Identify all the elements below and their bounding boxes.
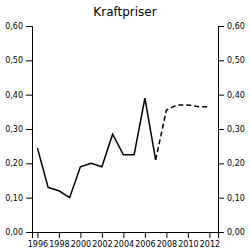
y2-axis-tick-label: 0,40 (227, 91, 245, 100)
plot: 1996199820002002200420062008201020120,00… (5, 22, 245, 249)
x-axis-tick: 2000 (71, 232, 91, 249)
x-axis-tick-label: 2012 (200, 240, 220, 249)
x-axis-tick-label: 1998 (49, 240, 69, 249)
y2-axis-tick: 0,00 (218, 228, 245, 237)
x-axis-tick-label: 1996 (28, 240, 48, 249)
y2-axis: 0,00 0,10 0,20 0,30 0,40 0,50 0,60 (218, 22, 245, 237)
y2-axis-tick: 0,50 (218, 56, 245, 65)
x-axis-tick: 1996 (28, 232, 48, 249)
y2-axis-tick-label: 0,00 (227, 228, 245, 237)
x-axis-tick: 2006 (135, 232, 155, 249)
y-axis-tick: 0,30 (5, 125, 32, 134)
x-axis-tick: 2010 (178, 232, 198, 249)
x-axis-tick-label: 2006 (135, 240, 155, 249)
x-axis-tick-label: 2002 (92, 240, 112, 249)
x-axis-tick: 2004 (114, 232, 134, 249)
x-axis-tick-label: 2008 (157, 240, 177, 249)
y2-axis-tick: 0,60 (218, 22, 245, 31)
x-axis-tick-mark (145, 232, 146, 238)
y-axis-tick-label: 0,40 (5, 91, 23, 100)
y-axis-tick-label: 0,00 (5, 228, 23, 237)
y2-axis-tick: 0,10 (218, 194, 245, 203)
y2-axis-tick-mark (218, 198, 224, 199)
y-axis-tick-label: 0,30 (5, 125, 23, 134)
y2-axis-tick-label: 0,20 (227, 159, 245, 168)
y-axis-tick-mark (26, 129, 32, 130)
y2-axis-tick-label: 0,60 (227, 22, 245, 31)
series-line (37, 98, 155, 198)
x-axis-tick: 2002 (92, 232, 112, 249)
y2-axis-tick-mark (218, 232, 224, 233)
y-axis-tick: 0,60 (5, 22, 32, 31)
x-axis: 199619982000200220042006200820102012 (28, 232, 220, 249)
y-axis-tick: 0,40 (5, 91, 32, 100)
y-axis: 0,00 0,10 0,20 0,30 0,40 0,50 0,60 (5, 22, 32, 237)
x-axis-tick-mark (209, 232, 210, 238)
y2-axis-line (219, 27, 225, 233)
x-axis-tick: 2008 (157, 232, 177, 249)
series-line (156, 105, 210, 160)
y-axis-tick-mark (26, 163, 32, 164)
x-axis-tick-mark (80, 232, 81, 238)
y2-axis-tick-label: 0,30 (227, 125, 245, 134)
y-axis-tick-label: 0,60 (5, 22, 23, 31)
y2-axis-tick-mark (218, 95, 224, 96)
x-axis-tick-label: 2004 (114, 240, 134, 249)
x-axis-tick-mark (37, 232, 38, 238)
y2-axis-tick: 0,40 (218, 91, 245, 100)
y-axis-line (26, 27, 33, 233)
y-axis-tick: 0,10 (5, 194, 32, 203)
x-axis-tick-label: 2000 (71, 240, 91, 249)
y-axis-tick: 0,20 (5, 159, 32, 168)
x-axis-tick-label: 2010 (178, 240, 198, 249)
y-axis-tick-label: 0,10 (5, 194, 23, 203)
y-axis-tick-label: 0,50 (5, 56, 23, 65)
x-axis-tick: 1998 (49, 232, 69, 249)
x-axis-tick-mark (123, 232, 124, 238)
y-axis-tick: 0,50 (5, 56, 32, 65)
y2-axis-tick: 0,30 (218, 125, 245, 134)
y2-axis-tick-mark (218, 129, 224, 130)
y2-axis-tick-mark (218, 163, 224, 164)
x-axis-line (33, 233, 219, 239)
y-axis-tick-mark (26, 26, 32, 27)
y2-axis-tick-mark (218, 26, 224, 27)
y2-axis-tick-label: 0,50 (227, 56, 245, 65)
y-axis-tick-mark (26, 60, 32, 61)
x-axis-tick-mark (102, 232, 103, 238)
y2-axis-tick-label: 0,10 (227, 194, 245, 203)
x-axis-tick-mark (59, 232, 60, 238)
x-axis-tick-mark (166, 232, 167, 238)
chart: 1996199820002002200420062008201020120,00… (0, 0, 250, 252)
x-axis-tick-mark (188, 232, 189, 238)
y-axis-tick-mark (26, 232, 32, 233)
y-axis-tick-mark (26, 198, 32, 199)
y-axis-tick-mark (26, 95, 32, 96)
y-axis-tick: 0,00 (5, 228, 32, 237)
x-axis-tick: 2012 (200, 232, 220, 249)
lines (37, 98, 209, 198)
y2-axis-tick-mark (218, 60, 224, 61)
y-axis-tick-label: 0,20 (5, 159, 23, 168)
y2-axis-tick: 0,20 (218, 159, 245, 168)
title: Kraftpriser (93, 5, 156, 19)
